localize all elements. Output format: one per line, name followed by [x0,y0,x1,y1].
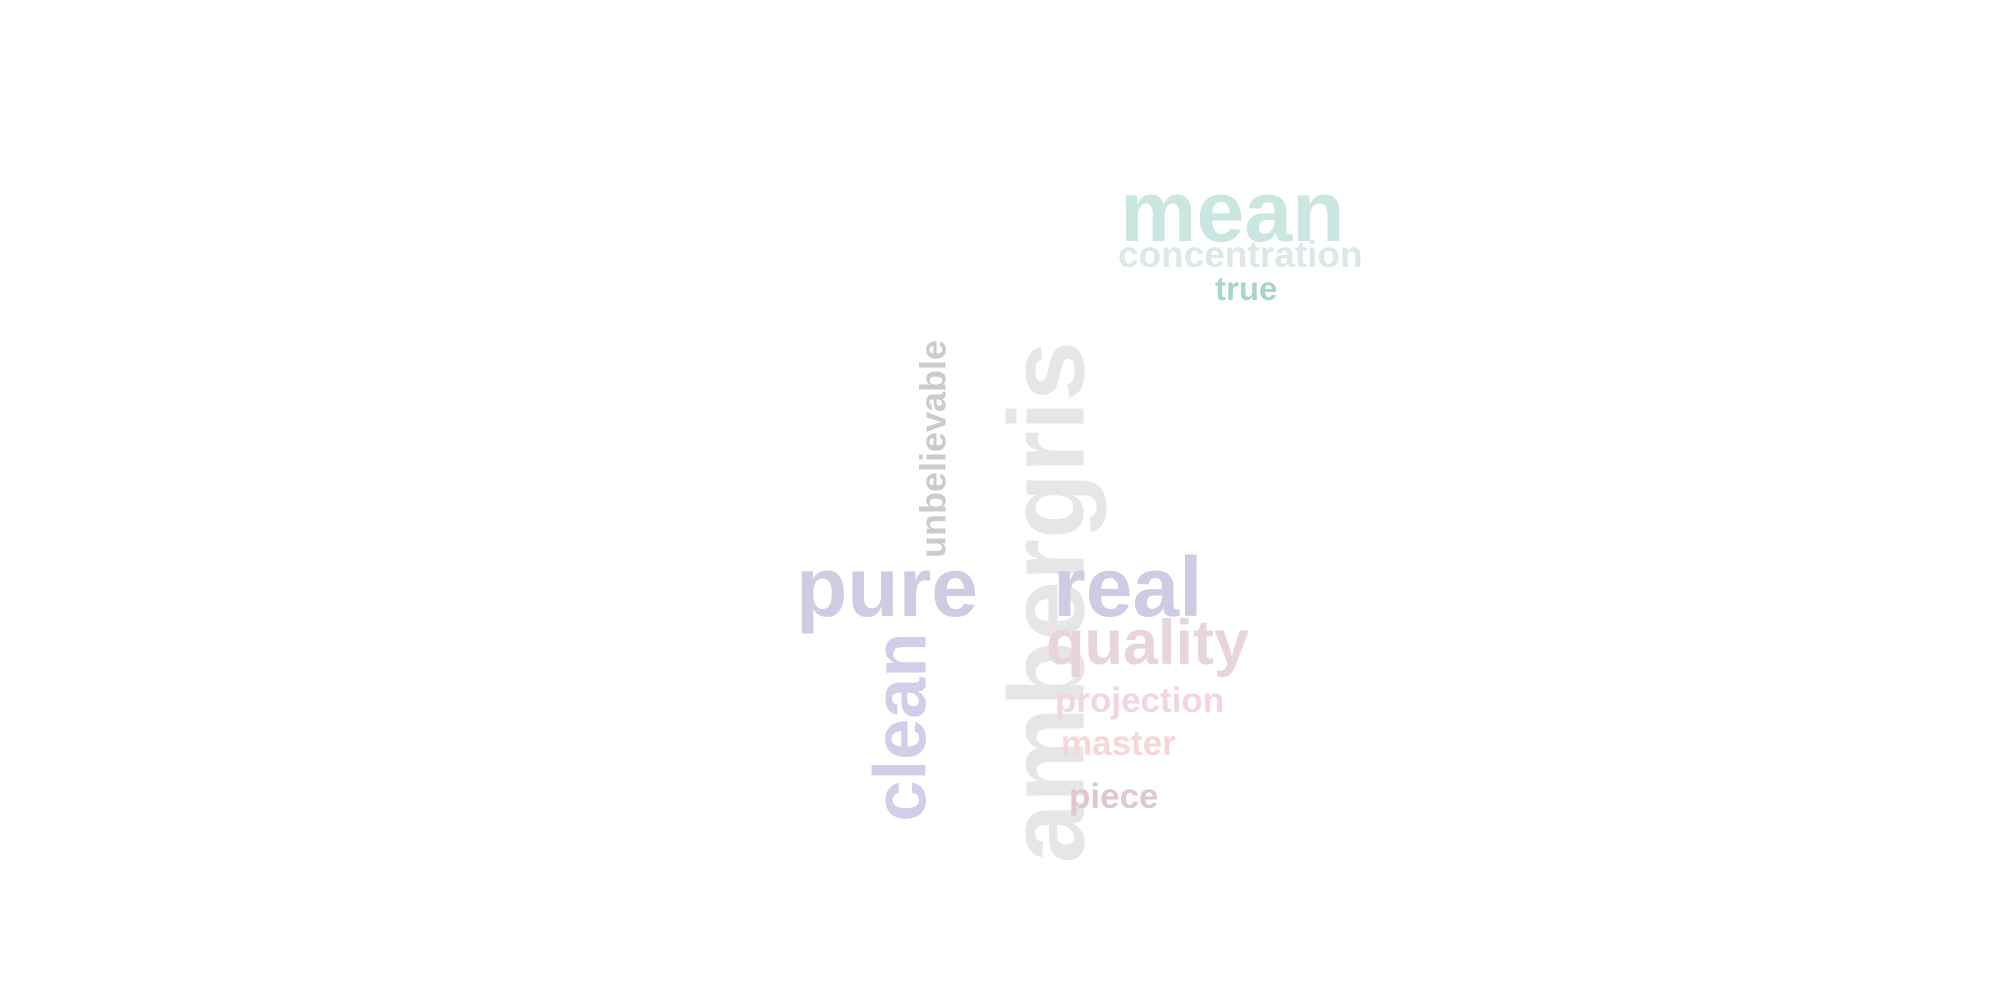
word-true: true [1215,270,1277,307]
word-master: master [1061,724,1176,763]
word-projection: projection [1055,681,1224,720]
word-unbelievable: unbelievable [913,340,954,558]
word-mean: mean [1120,164,1345,260]
word-piece: piece [1069,777,1159,816]
word-concentration: concentration [1118,234,1363,275]
word-clean: clean [859,632,942,821]
word-real: real [1053,540,1202,634]
word-ambergris: ambergris [986,341,1107,863]
word-quality: quality [1046,608,1249,678]
word-pure: pure [796,540,978,634]
